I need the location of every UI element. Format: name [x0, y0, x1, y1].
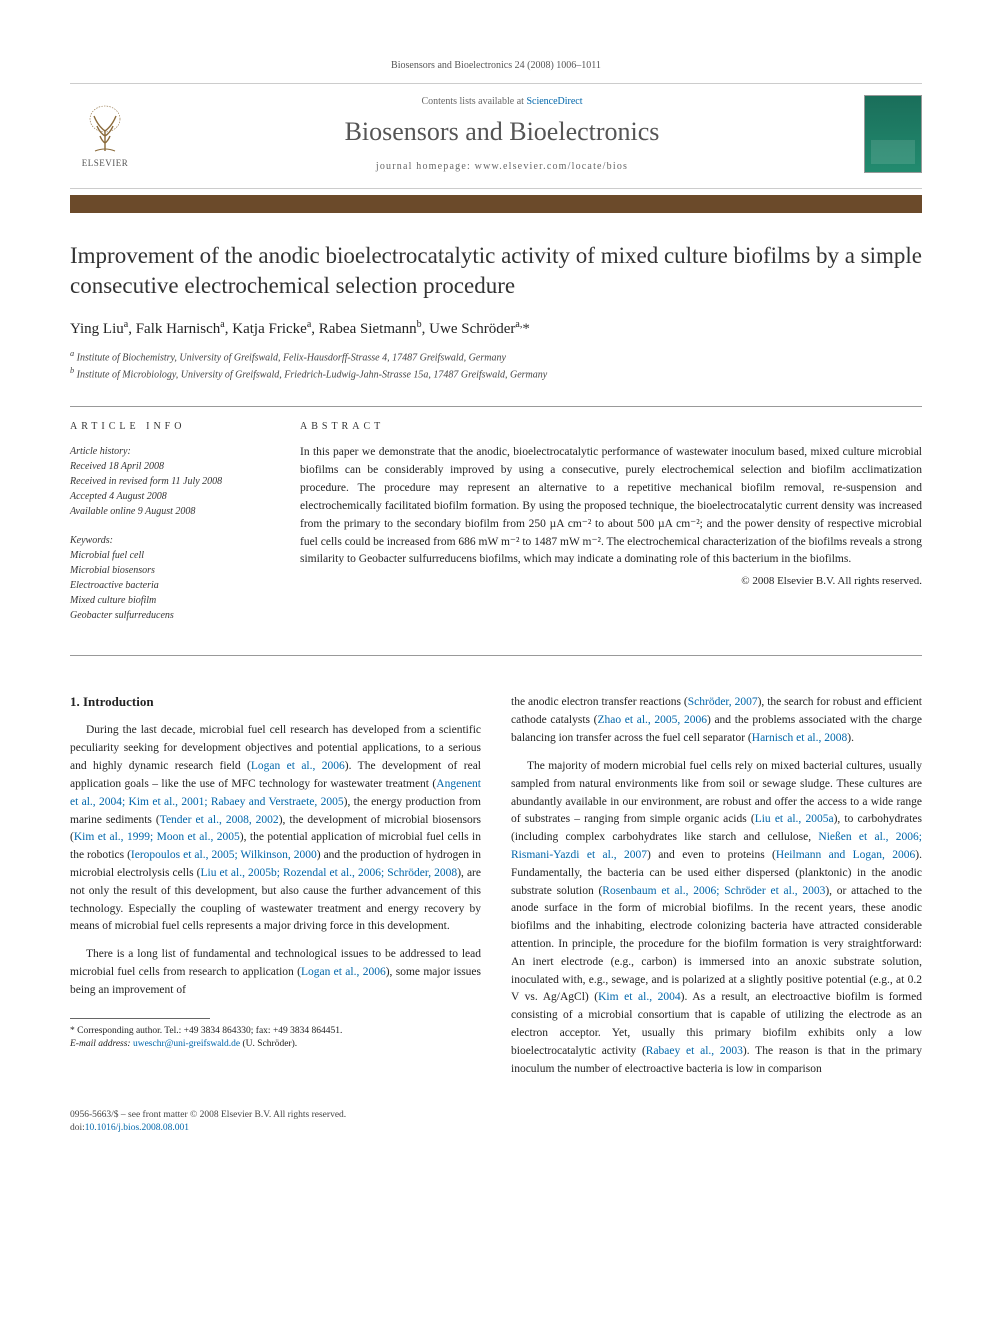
abstract-text: In this paper we demonstrate that the an…	[300, 444, 922, 569]
citation[interactable]: Tender et al., 2008, 2002	[160, 814, 279, 826]
citation[interactable]: Kim et al., 2004	[598, 991, 681, 1003]
citation[interactable]: Rabaey et al., 2003	[646, 1045, 743, 1057]
footnote-separator	[70, 1018, 210, 1019]
keyword: Mixed culture biofilm	[70, 593, 270, 608]
revised: Received in revised form 11 July 2008	[70, 474, 270, 489]
divider	[70, 655, 922, 656]
paragraph: The majority of modern microbial fuel ce…	[511, 758, 922, 1079]
citation[interactable]: Liu et al., 2005a	[755, 813, 834, 825]
elsevier-logo: ELSEVIER	[70, 94, 140, 174]
body-columns: 1. Introduction During the last decade, …	[70, 694, 922, 1088]
journal-banner: ELSEVIER Contents lists available at Sci…	[70, 83, 922, 189]
doi-link[interactable]: 10.1016/j.bios.2008.08.001	[85, 1123, 189, 1133]
citation[interactable]: Rosenbaum et al., 2006; Schröder et al.,…	[602, 885, 825, 897]
paragraph: During the last decade, microbial fuel c…	[70, 722, 481, 936]
citation[interactable]: Zhao et al., 2005, 2006	[598, 714, 707, 726]
copyright-line: 0956-5663/$ – see front matter © 2008 El…	[70, 1109, 922, 1122]
citation[interactable]: Schröder, 2007	[688, 696, 758, 708]
email-line: E-mail address: uweschr@uni-greifswald.d…	[70, 1038, 481, 1052]
keywords-block: Keywords: Microbial fuel cell Microbial …	[70, 533, 270, 623]
author-list: Ying Liua, Falk Harnischa, Katja Frickea…	[70, 319, 922, 338]
keyword: Microbial fuel cell	[70, 548, 270, 563]
keyword: Geobacter sulfurreducens	[70, 608, 270, 623]
citation[interactable]: Harnisch et al., 2008	[752, 732, 848, 744]
doi-line: doi:10.1016/j.bios.2008.08.001	[70, 1122, 922, 1135]
journal-homepage: journal homepage: www.elsevier.com/locat…	[140, 161, 864, 172]
abstract-copyright: © 2008 Elsevier B.V. All rights reserved…	[300, 575, 922, 587]
article-history: Article history: Received 18 April 2008 …	[70, 444, 270, 519]
corresponding-footnote: * Corresponding author. Tel.: +49 3834 8…	[70, 1025, 481, 1053]
accent-bar	[70, 195, 922, 213]
accepted: Accepted 4 August 2008	[70, 489, 270, 504]
contents-text: Contents lists available at	[421, 96, 526, 107]
abstract-block: ABSTRACT In this paper we demonstrate th…	[300, 421, 922, 637]
corr-author-line: * Corresponding author. Tel.: +49 3834 8…	[70, 1025, 481, 1039]
sciencedirect-link[interactable]: ScienceDirect	[526, 96, 582, 107]
abstract-head: ABSTRACT	[300, 421, 922, 432]
history-label: Article history:	[70, 444, 270, 459]
page: Biosensors and Bioelectronics 24 (2008) …	[0, 0, 992, 1175]
article-info: ARTICLE INFO Article history: Received 1…	[70, 421, 270, 637]
citation[interactable]: Kim et al., 1999; Moon et al., 2005	[74, 831, 240, 843]
article-title: Improvement of the anodic bioelectrocata…	[70, 241, 922, 301]
keyword: Microbial biosensors	[70, 563, 270, 578]
affiliation-b: b Institute of Microbiology, University …	[70, 365, 922, 382]
affiliation-a: a Institute of Biochemistry, University …	[70, 348, 922, 365]
received: Received 18 April 2008	[70, 459, 270, 474]
affiliations: a Institute of Biochemistry, University …	[70, 348, 922, 383]
email-link[interactable]: uweschr@uni-greifswald.de	[133, 1039, 240, 1049]
citation[interactable]: Ieropoulos et al., 2005; Wilkinson, 2000	[131, 849, 317, 861]
running-head: Biosensors and Bioelectronics 24 (2008) …	[70, 60, 922, 71]
publisher-label: ELSEVIER	[82, 158, 129, 168]
elsevier-tree-icon	[80, 101, 130, 156]
online: Available online 9 August 2008	[70, 504, 270, 519]
journal-name: Biosensors and Bioelectronics	[140, 117, 864, 147]
keywords-label: Keywords:	[70, 533, 270, 548]
citation[interactable]: Liu et al., 2005b; Rozendal et al., 2006…	[201, 867, 458, 879]
paragraph: There is a long list of fundamental and …	[70, 946, 481, 999]
paragraph: the anodic electron transfer reactions (…	[511, 694, 922, 747]
contents-available: Contents lists available at ScienceDirec…	[140, 96, 864, 107]
journal-cover-thumbnail	[864, 95, 922, 173]
front-matter: 0956-5663/$ – see front matter © 2008 El…	[70, 1109, 922, 1136]
banner-center: Contents lists available at ScienceDirec…	[140, 96, 864, 172]
left-column: 1. Introduction During the last decade, …	[70, 694, 481, 1088]
keyword: Electroactive bacteria	[70, 578, 270, 593]
info-head: ARTICLE INFO	[70, 421, 270, 432]
info-abstract-row: ARTICLE INFO Article history: Received 1…	[70, 407, 922, 655]
citation[interactable]: Heilmann and Logan, 2006	[776, 849, 915, 861]
section-head: 1. Introduction	[70, 694, 481, 710]
right-column: the anodic electron transfer reactions (…	[511, 694, 922, 1088]
citation[interactable]: Logan et al., 2006	[301, 966, 386, 978]
citation[interactable]: Logan et al., 2006	[251, 760, 345, 772]
